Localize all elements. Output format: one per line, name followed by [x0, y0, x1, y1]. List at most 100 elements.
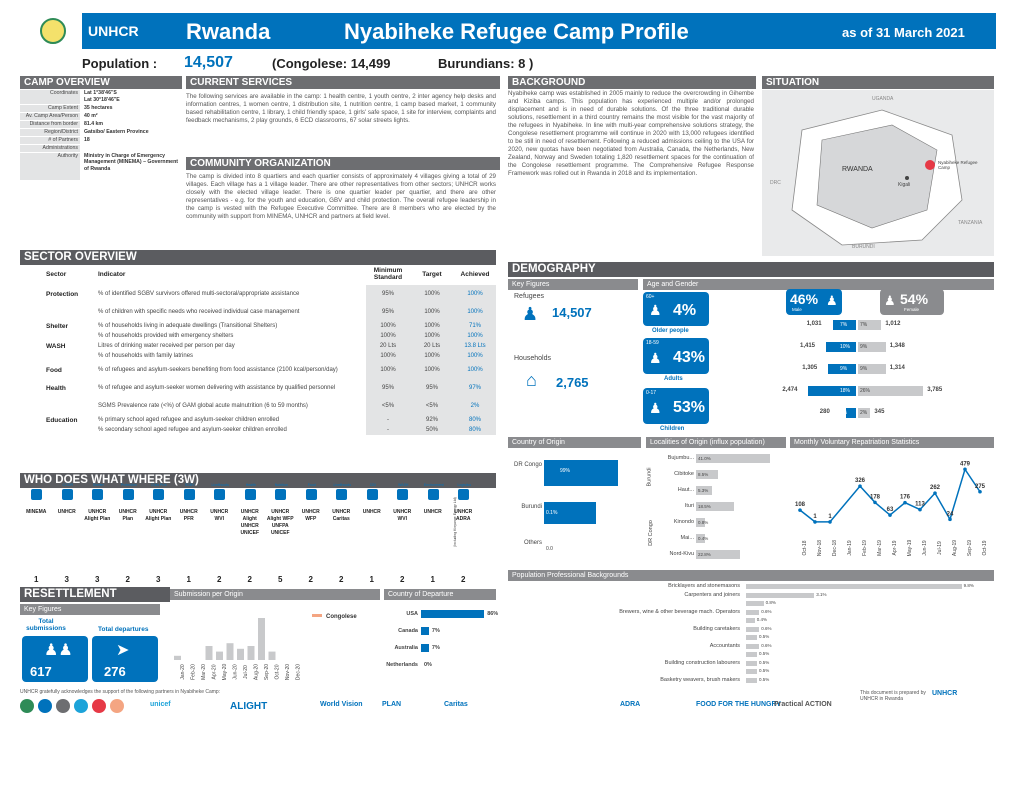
- repatriation-value-label: 275: [975, 484, 986, 490]
- indicator: % of refugees and asylum-seekers benefit…: [98, 367, 338, 373]
- sector-3w-label: Nutrition: [274, 483, 288, 487]
- sector-name: [20, 303, 96, 321]
- sector-3w-label: Environment: [423, 483, 444, 487]
- sector-name: [20, 331, 96, 341]
- date-label: as of 31 March 2021: [842, 25, 965, 40]
- camp-overview-value: 18: [84, 136, 90, 143]
- locality-pct: 0.4%: [698, 536, 709, 541]
- footer-prepared: This document is prepared by UNHCR in Rw…: [860, 690, 926, 702]
- col-target: Target: [422, 270, 442, 278]
- repatriation-month-label: Aug-19: [952, 540, 958, 556]
- prof-value: 3.1%: [816, 591, 827, 597]
- sector-row: Shelter % of households living in adequat…: [20, 321, 496, 331]
- origin-pct: 0.0: [546, 546, 553, 552]
- sector-row: % of households with family latrines 100%…: [20, 351, 496, 361]
- repatriation-value-label: 108: [795, 502, 806, 508]
- children-range: 0-17: [646, 390, 657, 396]
- prof-label: Basketry weavers, brush makers: [660, 676, 740, 683]
- min-standard: 100%: [366, 361, 410, 379]
- departure-label: Canada: [398, 628, 418, 634]
- target: <5%: [410, 397, 454, 415]
- min-standard: 95%: [366, 303, 410, 321]
- camp-overview-key: Distance from border: [20, 120, 80, 128]
- locality-label: Kinondo: [673, 519, 694, 525]
- min-standard: 100%: [366, 351, 410, 361]
- locality-bar: [696, 486, 713, 495]
- who-what-where-header: WHO DOES WHAT WHERE (3W): [20, 473, 496, 488]
- repatriation-point: [873, 500, 877, 505]
- sector-row: Food % of refugees and asylum-seekers ben…: [20, 361, 496, 379]
- repatriation-value-label: 1: [828, 514, 832, 520]
- total-submissions-value: 617: [30, 664, 52, 679]
- resettlement-header: RESETTLEMENT: [20, 587, 170, 602]
- sector-name: Food: [46, 366, 62, 374]
- sector-name: WASH: [46, 342, 66, 350]
- partner-count: 2: [247, 575, 252, 584]
- partner-logo-mark: [38, 699, 52, 713]
- children-pct: 53%: [673, 399, 706, 416]
- sector-3w-icon: [214, 489, 225, 500]
- target: 100%: [410, 361, 454, 379]
- achieved: 80%: [454, 425, 496, 435]
- unhcr-logo: UNHCR: [88, 23, 139, 39]
- locality-pct: 18.5%: [698, 504, 711, 509]
- submission-month-label: Feb-20: [191, 664, 197, 680]
- partner-list: UNHCR WVI: [210, 509, 229, 522]
- min-standard: -: [366, 415, 410, 425]
- submission-month-label: Nov-20: [285, 664, 291, 680]
- pyramid-female-bar: [858, 320, 882, 330]
- locality-bar: [696, 534, 705, 543]
- partner-list: UNHCR PFR: [179, 509, 198, 522]
- pop-prof-header: Population Professional Backgrounds: [508, 570, 994, 581]
- achieved: 100%: [454, 285, 496, 303]
- sector-3w-label: Shelter: [92, 483, 104, 487]
- col-achieved: Achieved: [460, 270, 490, 278]
- origin-chart: DR Congo 99% Burundi 0.1% Others 0.0: [508, 450, 641, 568]
- repatriation-point: [888, 513, 892, 517]
- origin-label: Others: [523, 540, 542, 546]
- camp-overview-row: Coordinates Lat 1°38'46"S Lat 30°18'46"E: [20, 90, 182, 104]
- partner-list: UNHCR WFP: [301, 509, 320, 522]
- partner-logo: World Vision: [320, 701, 363, 708]
- submission-month-label: May-20: [222, 663, 228, 680]
- locality-label: Mai...: [680, 535, 694, 541]
- drc-group-label: DR Congo: [647, 520, 654, 546]
- partner-count: 1: [430, 575, 435, 584]
- partner-logo: ALIGHT: [230, 701, 268, 712]
- sector-3w-label: WASH: [398, 483, 409, 487]
- sector-overview-header: SECTOR OVERVIEW: [20, 250, 496, 265]
- departure-label: Australia: [394, 645, 418, 651]
- camp-overview-value: 40 m²: [84, 112, 98, 119]
- current-services-text: The following services are available in …: [186, 93, 496, 124]
- adults-pct: 43%: [673, 349, 706, 366]
- target: 100%: [410, 321, 454, 331]
- locality-label: Cibitoke: [674, 471, 694, 477]
- adults-range: 18-59: [646, 340, 659, 346]
- repatriation-point: [978, 489, 982, 494]
- submission-bar: [226, 643, 234, 660]
- repatriation-value-label: 24: [947, 511, 954, 517]
- prof-label: Building construction labourers: [664, 659, 740, 666]
- map-burundi-label: BURUNDI: [852, 244, 875, 250]
- refugees-label: Refugees: [514, 293, 544, 300]
- pyramid-female-pct: 26%: [860, 388, 871, 394]
- sector-3w-label: Food: [307, 483, 316, 487]
- indicator: Litres of drinking water received per pe…: [98, 343, 235, 349]
- prof-bar: [746, 677, 757, 683]
- sector-3w-icon: [92, 489, 103, 500]
- repatriation-month-label: Jun-19: [922, 540, 928, 556]
- partner-logo: ADRA: [620, 701, 641, 708]
- who-what-where-grid: MINEMA 1 COOR UNHCR 3 Shelter UNHCR Alight Pla…: [20, 483, 496, 587]
- repatriation-chart: 108 Oct-18 1 Nov-18 1 Dec-18 Jan-19 326 Feb-19 17…: [795, 461, 988, 556]
- prof-bar: [746, 669, 757, 674]
- repatriation-month-label: Apr-19: [892, 540, 898, 555]
- demography-header: DEMOGRAPHY: [508, 262, 994, 277]
- prof-label: Carpenters and joiners: [684, 591, 740, 598]
- pyramid-female-bar: [858, 342, 886, 352]
- pyramid-male-count: 1,031: [806, 321, 822, 327]
- pyramid-male-pct: 10%: [840, 344, 851, 350]
- footer-ack: UNHCR gratefully acknowledges the suppor…: [20, 689, 221, 695]
- older-box: 60+ ♟ 4%: [643, 292, 709, 326]
- partner-list: UNHCR Caritas: [332, 509, 351, 522]
